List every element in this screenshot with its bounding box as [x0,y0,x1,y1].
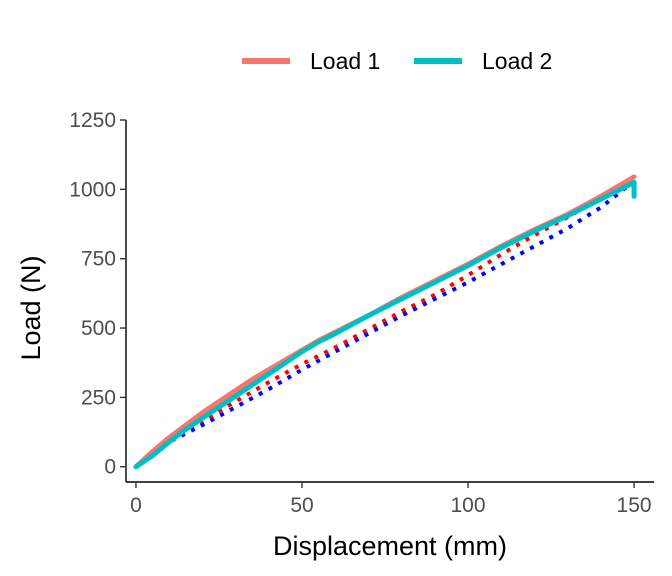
axes: 0 250 500 750 1000 1250 0 50 100 150 [69,109,654,517]
x-axis-title: Displacement (mm) [273,531,507,561]
x-tick-label: 150 [617,494,652,517]
y-tick-label: 250 [81,386,116,409]
series-line-dotted-3 [134,179,636,469]
plot-series [133,174,637,470]
series-line-load-2 [133,179,637,470]
y-tick-label: 0 [104,456,116,479]
y-tick-label: 1250 [69,109,116,132]
y-tick-label: 1000 [69,178,116,201]
legend-label-load-2: Load 2 [482,48,552,74]
y-axis-title: Load (N) [16,255,46,360]
y-tick-label: 750 [81,248,116,271]
series-line-dotted-2 [151,175,636,454]
legend: Load 1 Load 2 [242,48,552,74]
x-tick-label: 0 [130,494,142,517]
legend-label-load-1: Load 1 [310,48,380,74]
x-tick-label: 100 [451,494,486,517]
x-tick-label: 50 [290,494,313,517]
y-tick-label: 500 [81,317,116,340]
